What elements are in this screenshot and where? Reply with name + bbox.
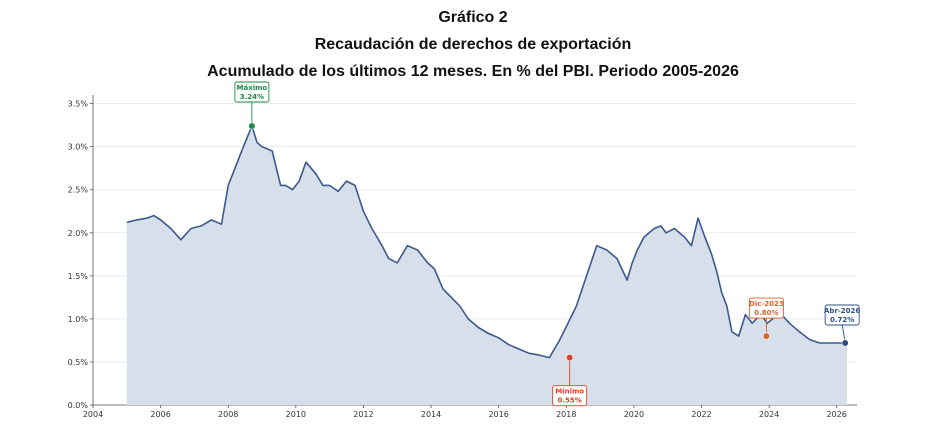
x-tick-label: 2026	[827, 410, 847, 419]
y-tick-label: 2.5%	[68, 186, 89, 195]
annotation-label: Abr-2026	[824, 307, 860, 315]
chart-subtitle: Recaudación de derechos de exportación	[314, 36, 632, 53]
annotation-box	[234, 81, 270, 103]
x-tick-label: 2006	[150, 410, 170, 419]
annotation-label: Máximo	[237, 84, 268, 92]
annotation-label: Mínimo	[555, 388, 584, 396]
annotation-point	[841, 339, 849, 347]
annotation-value: 0.55%	[558, 397, 582, 405]
y-tick-label: 0.5%	[68, 358, 89, 367]
annotation-box	[748, 297, 784, 319]
y-tick-label: 3.0%	[68, 143, 89, 152]
x-tick-label: 2010	[286, 410, 306, 419]
annotation-point	[762, 332, 771, 340]
x-tick-label: 2012	[353, 410, 373, 419]
y-tick-label: 0.0%	[68, 401, 89, 410]
annotation-point	[566, 354, 574, 362]
x-tick-label: 2004	[83, 410, 103, 419]
series-line	[126, 125, 847, 359]
x-tick-label: 2018	[556, 410, 576, 419]
annotation-box	[824, 304, 860, 326]
x-tick-label: 2022	[691, 410, 711, 419]
y-tick-label: 2.0%	[68, 229, 89, 238]
x-tick-label: 2016	[488, 410, 508, 419]
annotation-value: 0.72%	[830, 316, 854, 324]
x-tick-label: 2014	[421, 410, 441, 419]
annotation-value: 0.80%	[754, 309, 778, 317]
chart-titles: Gráfico 2 Recaudación de derechos de exp…	[0, 4, 946, 85]
annotation-value: 3.24%	[240, 93, 264, 101]
x-tick-label: 2020	[624, 410, 644, 419]
x-tick-label: 2008	[218, 410, 238, 419]
annotation-box	[552, 385, 588, 407]
series-area	[126, 126, 847, 405]
annotation-label: Dic-2023	[749, 300, 784, 308]
chart-subtitle-period: Acumulado de los últimos 12 meses. En % …	[207, 63, 739, 80]
x-tick-label: 2024	[759, 410, 779, 419]
y-tick-label: 1.0%	[68, 315, 89, 324]
y-tick-label: 3.5%	[68, 100, 89, 109]
y-tick-label: 1.5%	[68, 272, 89, 281]
annotation-point	[248, 122, 256, 130]
chart-title: Gráfico 2	[438, 9, 508, 26]
